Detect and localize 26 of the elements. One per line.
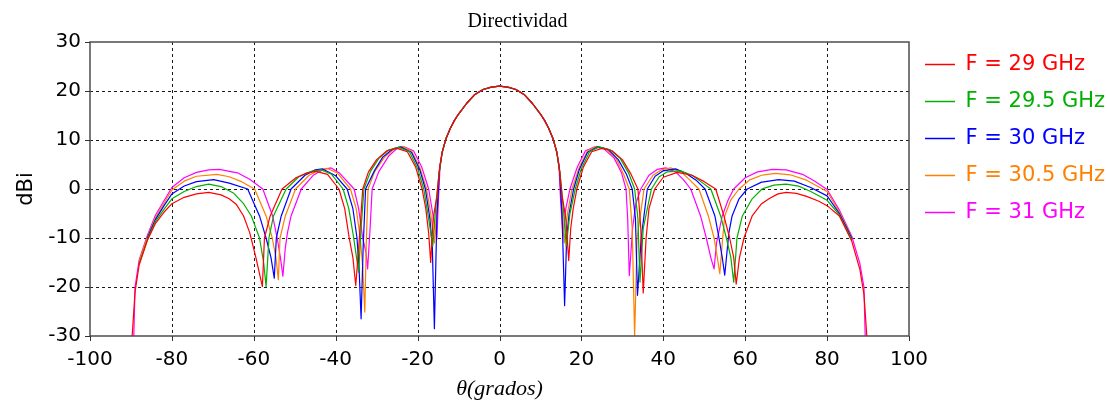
x-tick-label: 20 bbox=[568, 346, 595, 371]
x-tick-label: -40 bbox=[319, 346, 353, 371]
y-axis-title: dBi bbox=[13, 172, 38, 206]
legend-label: F = 29 GHz bbox=[965, 50, 1086, 75]
y-tick-label: -10 bbox=[48, 224, 81, 249]
legend-label: F = 30 GHz bbox=[965, 124, 1086, 149]
x-axis-title: θ(grados) bbox=[456, 374, 543, 400]
y-tick-label: -30 bbox=[48, 322, 81, 347]
x-tick-label: -100 bbox=[67, 346, 113, 371]
y-tick-label: 10 bbox=[55, 126, 81, 151]
x-tick-label: 60 bbox=[732, 346, 758, 371]
y-tick-label: 0 bbox=[68, 175, 81, 200]
y-tick-label: 20 bbox=[55, 77, 81, 102]
legend-label: F = 31 GHz bbox=[965, 198, 1086, 223]
x-tick-label: -20 bbox=[401, 346, 434, 371]
x-tick-label: -60 bbox=[237, 346, 271, 371]
x-tick-label: 0 bbox=[493, 346, 506, 371]
x-tick-label: 40 bbox=[650, 346, 677, 371]
chart-title: Directividad bbox=[467, 9, 568, 32]
x-tick-label: 80 bbox=[814, 346, 840, 371]
y-tick-label: -20 bbox=[48, 273, 81, 298]
y-tick-label: 30 bbox=[55, 28, 81, 53]
x-tick-label: 100 bbox=[889, 346, 929, 371]
x-tick-label: -80 bbox=[155, 346, 189, 371]
legend-label: F = 30.5 GHz bbox=[965, 161, 1106, 186]
legend-label: F = 29.5 GHz bbox=[965, 87, 1106, 112]
